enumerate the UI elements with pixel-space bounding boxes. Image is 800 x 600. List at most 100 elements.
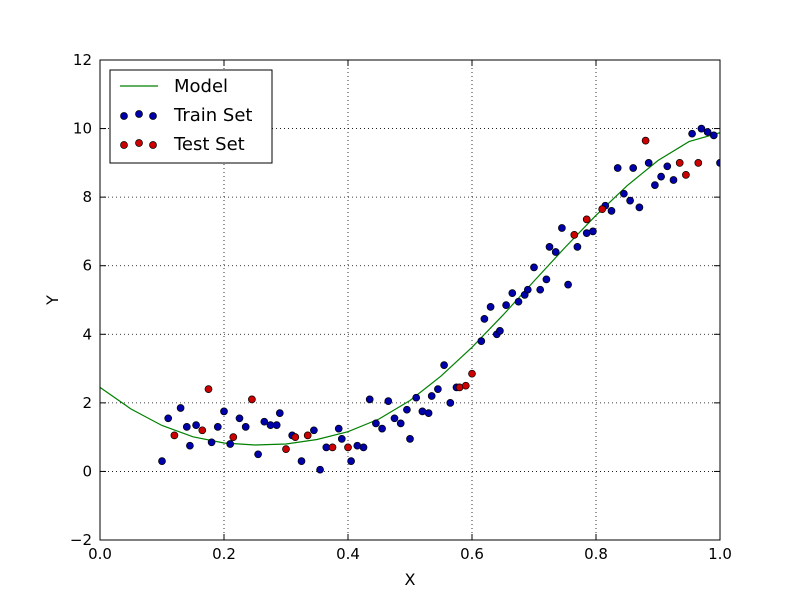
- test-point: [198, 426, 207, 435]
- y-tick-label: 2: [82, 394, 92, 412]
- train-point: [716, 159, 720, 167]
- test-point: [694, 159, 703, 167]
- train-point: [220, 407, 228, 416]
- test-point: [282, 445, 290, 453]
- train-point: [365, 395, 374, 404]
- test-point: [248, 395, 256, 404]
- test-point: [682, 171, 690, 179]
- test-point: [328, 443, 337, 452]
- train-point: [697, 124, 706, 133]
- y-axis-label: Y: [43, 295, 62, 306]
- legend-label: Train Set: [173, 105, 252, 126]
- test-point: [468, 369, 476, 378]
- train-point: [626, 196, 634, 205]
- train-point: [359, 443, 368, 452]
- train-point: [182, 423, 191, 431]
- legend-swatch-test: [149, 141, 157, 149]
- y-tick-label: 4: [82, 325, 92, 343]
- train-point: [573, 243, 582, 251]
- train-point: [564, 280, 572, 289]
- train-point: [551, 248, 560, 256]
- x-axis-label: X: [405, 570, 416, 589]
- train-point: [378, 424, 386, 433]
- ticks: 0.0 0.2 0.4 0.6 0.8 1.0 −2 0 2 4 6 8 10 12: [70, 51, 732, 563]
- train-point: [657, 172, 665, 181]
- test-point: [582, 215, 591, 224]
- test-point: [229, 433, 238, 441]
- train-point: [427, 392, 436, 400]
- train-point: [254, 450, 262, 459]
- train-point: [530, 263, 538, 272]
- legend-swatch-train: [135, 110, 143, 118]
- train-point: [316, 465, 324, 474]
- train-point: [644, 159, 653, 167]
- legend-label: Test Set: [173, 134, 245, 155]
- train-point: [688, 129, 696, 138]
- train-point: [508, 289, 517, 297]
- train-point: [347, 457, 355, 465]
- train-point: [607, 207, 616, 215]
- train-point: [384, 397, 393, 405]
- train-point: [589, 227, 597, 236]
- train-point: [192, 421, 200, 429]
- train-point: [260, 417, 269, 426]
- train-point: [703, 128, 712, 136]
- axes-frame: [99, 59, 721, 541]
- y-tick-label: 10: [73, 120, 92, 138]
- train-point: [207, 438, 216, 447]
- train-point: [272, 421, 281, 429]
- x-tick-label: 1.0: [708, 545, 732, 563]
- train-point: [390, 414, 399, 423]
- legend-label: Model: [174, 76, 228, 97]
- train-point: [514, 297, 523, 306]
- y-tick-label: 12: [73, 51, 92, 69]
- test-point: [570, 231, 579, 239]
- plot-area: [100, 124, 720, 474]
- train-point: [440, 361, 448, 369]
- train-point: [542, 275, 551, 284]
- test-point: [461, 381, 470, 390]
- train-point: [663, 162, 672, 171]
- model-line: [100, 132, 720, 446]
- train-point: [226, 440, 235, 448]
- train-point: [480, 315, 489, 323]
- legend: Model Train Set Test Set: [109, 69, 273, 164]
- train-point: [545, 243, 554, 251]
- y-tick-label: 0: [82, 462, 92, 480]
- train-point: [635, 203, 644, 212]
- train-point: [297, 457, 306, 465]
- train-point: [651, 181, 659, 189]
- legend-swatch-train: [149, 112, 157, 120]
- train-point: [669, 176, 678, 184]
- test-point: [204, 385, 213, 393]
- train-point: [176, 404, 185, 412]
- train-point: [412, 393, 421, 402]
- train-point: [334, 424, 343, 433]
- train-point: [310, 426, 318, 435]
- test-point: [170, 431, 179, 440]
- x-tick-label: 0.0: [88, 545, 112, 563]
- y-tick-label: −2: [70, 531, 92, 549]
- train-point: [241, 423, 250, 431]
- train-point: [486, 303, 495, 311]
- train-point: [337, 435, 346, 443]
- x-tick-label: 0.4: [336, 545, 360, 563]
- train-point: [523, 285, 532, 294]
- test-point: [598, 205, 607, 213]
- train-point: [629, 164, 638, 172]
- train-point: [613, 164, 622, 172]
- train-point: [275, 409, 284, 417]
- train-point: [406, 435, 414, 443]
- test-point: [291, 433, 300, 441]
- y-tick-label: 8: [82, 188, 92, 206]
- train-point: [502, 301, 510, 309]
- train-point: [396, 419, 405, 428]
- test-point: [675, 159, 684, 167]
- test-point: [344, 443, 352, 452]
- x-tick-label: 0.2: [212, 545, 236, 563]
- x-tick-label: 0.8: [584, 545, 608, 563]
- train-point: [446, 399, 455, 407]
- train-point: [620, 189, 628, 198]
- test-point: [641, 136, 650, 145]
